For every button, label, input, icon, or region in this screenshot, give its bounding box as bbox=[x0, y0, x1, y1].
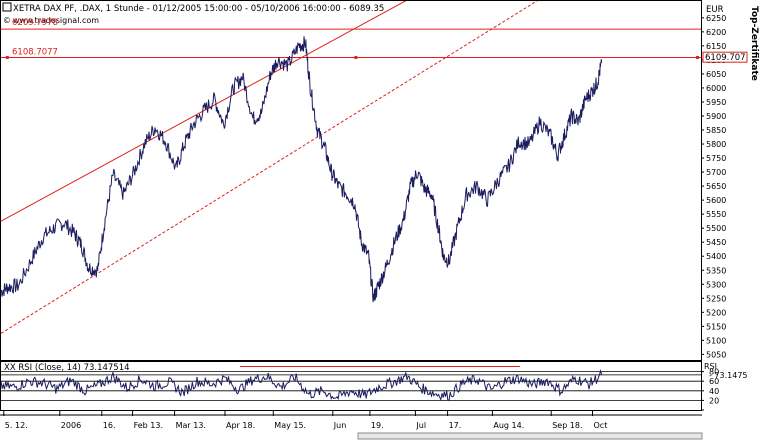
y-tick-label: 5650 bbox=[706, 182, 726, 191]
x-tick-label: Apr 18. bbox=[226, 421, 255, 430]
y-tick-label: 5850 bbox=[706, 126, 726, 135]
x-tick-label: Mar 13. bbox=[176, 421, 206, 430]
y-tick-label: 5950 bbox=[706, 98, 726, 107]
upper-trend-line bbox=[1, 1, 407, 222]
y-tick-label: 6200 bbox=[706, 28, 726, 37]
x-tick-label: May 15. bbox=[274, 421, 306, 430]
y-tick-label: 6050 bbox=[706, 70, 726, 79]
x-tick-label: Jun bbox=[333, 421, 347, 430]
y-tick-label: 5500 bbox=[706, 224, 726, 233]
y-tick-label: 5750 bbox=[706, 154, 726, 163]
y-tick-label: 5550 bbox=[706, 210, 726, 219]
rsi-y-tick-label: 80 bbox=[709, 368, 719, 377]
x-tick-label: 17. bbox=[449, 421, 462, 430]
y-tick-label: 5100 bbox=[706, 336, 726, 345]
y-tick-label: 5050 bbox=[706, 350, 726, 359]
trend-channel bbox=[1, 1, 538, 334]
y-tick-label: 5400 bbox=[706, 252, 726, 261]
y-tick-label: 5450 bbox=[706, 238, 726, 247]
y-tick-label: 5150 bbox=[706, 322, 726, 331]
annotation-handle-0 bbox=[5, 55, 9, 59]
price-panel-frame bbox=[0, 0, 702, 361]
side-brand-label: Top-Zertifikate bbox=[749, 6, 759, 81]
lower-trend-line bbox=[1, 1, 538, 334]
time-scrollbar[interactable] bbox=[357, 432, 703, 440]
annotation-handle-2 bbox=[696, 55, 699, 59]
x-tick-label: Oct bbox=[594, 421, 608, 430]
x-tick-label: 2006 bbox=[61, 421, 81, 430]
x-tick-label: Feb 13. bbox=[134, 421, 163, 430]
y-tick-label: 5250 bbox=[706, 294, 726, 303]
current-price-box bbox=[702, 51, 748, 63]
rsi-title: XX RSI (Close, 14) 73.147514 bbox=[4, 363, 130, 373]
source-url-icon: © bbox=[3, 16, 11, 25]
y-tick-label: 5350 bbox=[706, 266, 726, 275]
x-tick-label: 5. 12. bbox=[5, 421, 28, 430]
y-tick-label: 5800 bbox=[706, 140, 726, 149]
rsi-panel-frame bbox=[0, 361, 702, 411]
y-tick-label: 5200 bbox=[706, 308, 726, 317]
y-tick-label: 5900 bbox=[706, 112, 726, 121]
rsi-y-tick-label: 40 bbox=[709, 387, 719, 396]
y-tick-label: 5700 bbox=[706, 168, 726, 177]
rsi-current-label: - 73.1475 bbox=[709, 371, 748, 380]
y-tick-label: 6150 bbox=[706, 42, 726, 51]
rsi-y-tick-label: 60 bbox=[709, 377, 719, 386]
y-tick-label: 6000 bbox=[706, 84, 726, 93]
x-tick-label: Aug 14. bbox=[493, 421, 524, 430]
rsi-y-tick-label: 20 bbox=[709, 396, 719, 405]
chart-title: XETRA DAX PF, .DAX, 1 Stunde - 01/12/200… bbox=[13, 4, 384, 14]
annotation-handle-1 bbox=[354, 55, 358, 59]
current-price-label: 6109.707 bbox=[705, 53, 746, 63]
x-tick-label: Jul bbox=[415, 421, 426, 430]
rsi-axis-caption: RSI bbox=[704, 362, 717, 371]
y-tick-label: 5300 bbox=[706, 280, 726, 289]
y-tick-label: 5600 bbox=[706, 196, 726, 205]
source-url: www.tradesignal.com bbox=[13, 16, 99, 25]
rsi-series-line bbox=[0, 369, 603, 402]
resistance-label-6108: 6108.7077 bbox=[12, 47, 58, 57]
chart-menu-icon[interactable] bbox=[2, 2, 12, 12]
resistance-label-6209: 6209.7978 bbox=[12, 18, 58, 28]
x-tick-label: 19. bbox=[371, 421, 384, 430]
y-tick-label: 6250 bbox=[706, 14, 726, 23]
x-tick-label: 16. bbox=[103, 421, 116, 430]
y-axis-unit: EUR bbox=[706, 5, 724, 15]
x-tick-label: Sep 18. bbox=[552, 421, 582, 430]
price-series-line bbox=[0, 36, 603, 303]
